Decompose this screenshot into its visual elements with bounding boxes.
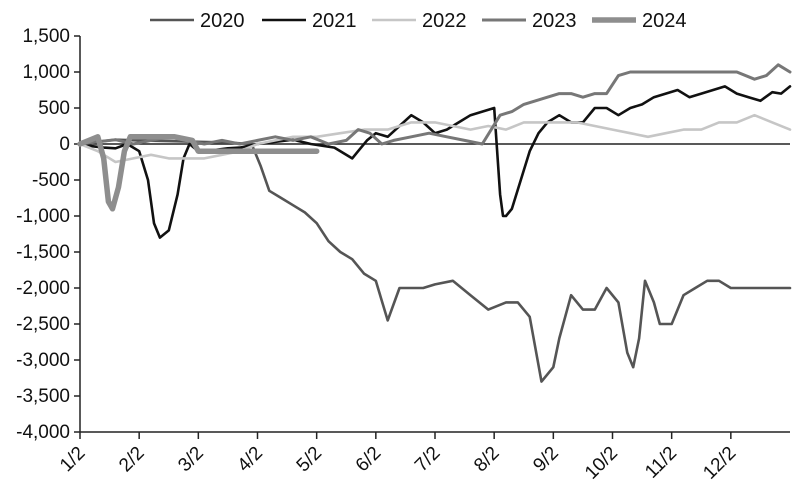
series-line-2020 [78,138,792,383]
series-line-2024 [77,134,320,212]
legend-label-2020: 2020 [200,10,245,32]
series-line-2022 [78,113,792,164]
series-line-2023 [78,63,792,146]
x-tick-label: 9/2 [529,443,563,477]
x-tick-label: 7/2 [411,443,445,477]
x-tick-label: 6/2 [352,443,386,477]
y-tick-label: 500 [38,98,70,119]
y-tick-label: 0 [59,134,70,155]
x-tick-label: 5/2 [293,443,327,477]
y-tick-label: -1,000 [16,206,70,227]
legend-label-2024: 2024 [642,10,687,32]
x-tick-label: 3/2 [174,443,208,477]
x-tick-label: 1/2 [56,443,90,477]
y-tick-label: -4,000 [16,422,70,443]
x-tick-label: 11/2 [641,443,681,483]
legend-label-2023: 2023 [532,10,577,32]
x-tick-label: 4/2 [234,443,268,477]
y-tick-label: -3,500 [16,386,70,407]
series-line-2021 [78,85,792,239]
y-tick-label: 1,000 [22,62,70,83]
x-tick-label: 10/2 [581,443,622,484]
x-tick-label: 2/2 [115,443,149,477]
x-tick-label: 8/2 [470,443,504,477]
y-tick-label: -1,500 [16,242,70,263]
x-axis: 1/2 2/2 3/2 4/2 5/2 6/2 7/2 8/2 9/2 10/2 11/2 12/2 [56,431,790,484]
y-tick-label: 1,500 [22,26,70,47]
y-tick-label: -500 [32,170,70,191]
y-axis: 1,500 1,000 500 0 -500 -1,000 -1,500 -2,000 -2,5… [16,26,81,443]
y-tick-label: -2,000 [16,278,70,299]
y-tick-label: -2,500 [16,314,70,335]
chart-legend: 2020 2021 2022 2023 2024 [150,10,687,32]
legend-label-2021: 2021 [312,10,357,32]
legend-label-2022: 2022 [422,10,467,32]
x-tick-label: 12/2 [699,443,740,484]
chart-series [77,63,792,383]
y-tick-label: -3,000 [16,350,70,371]
